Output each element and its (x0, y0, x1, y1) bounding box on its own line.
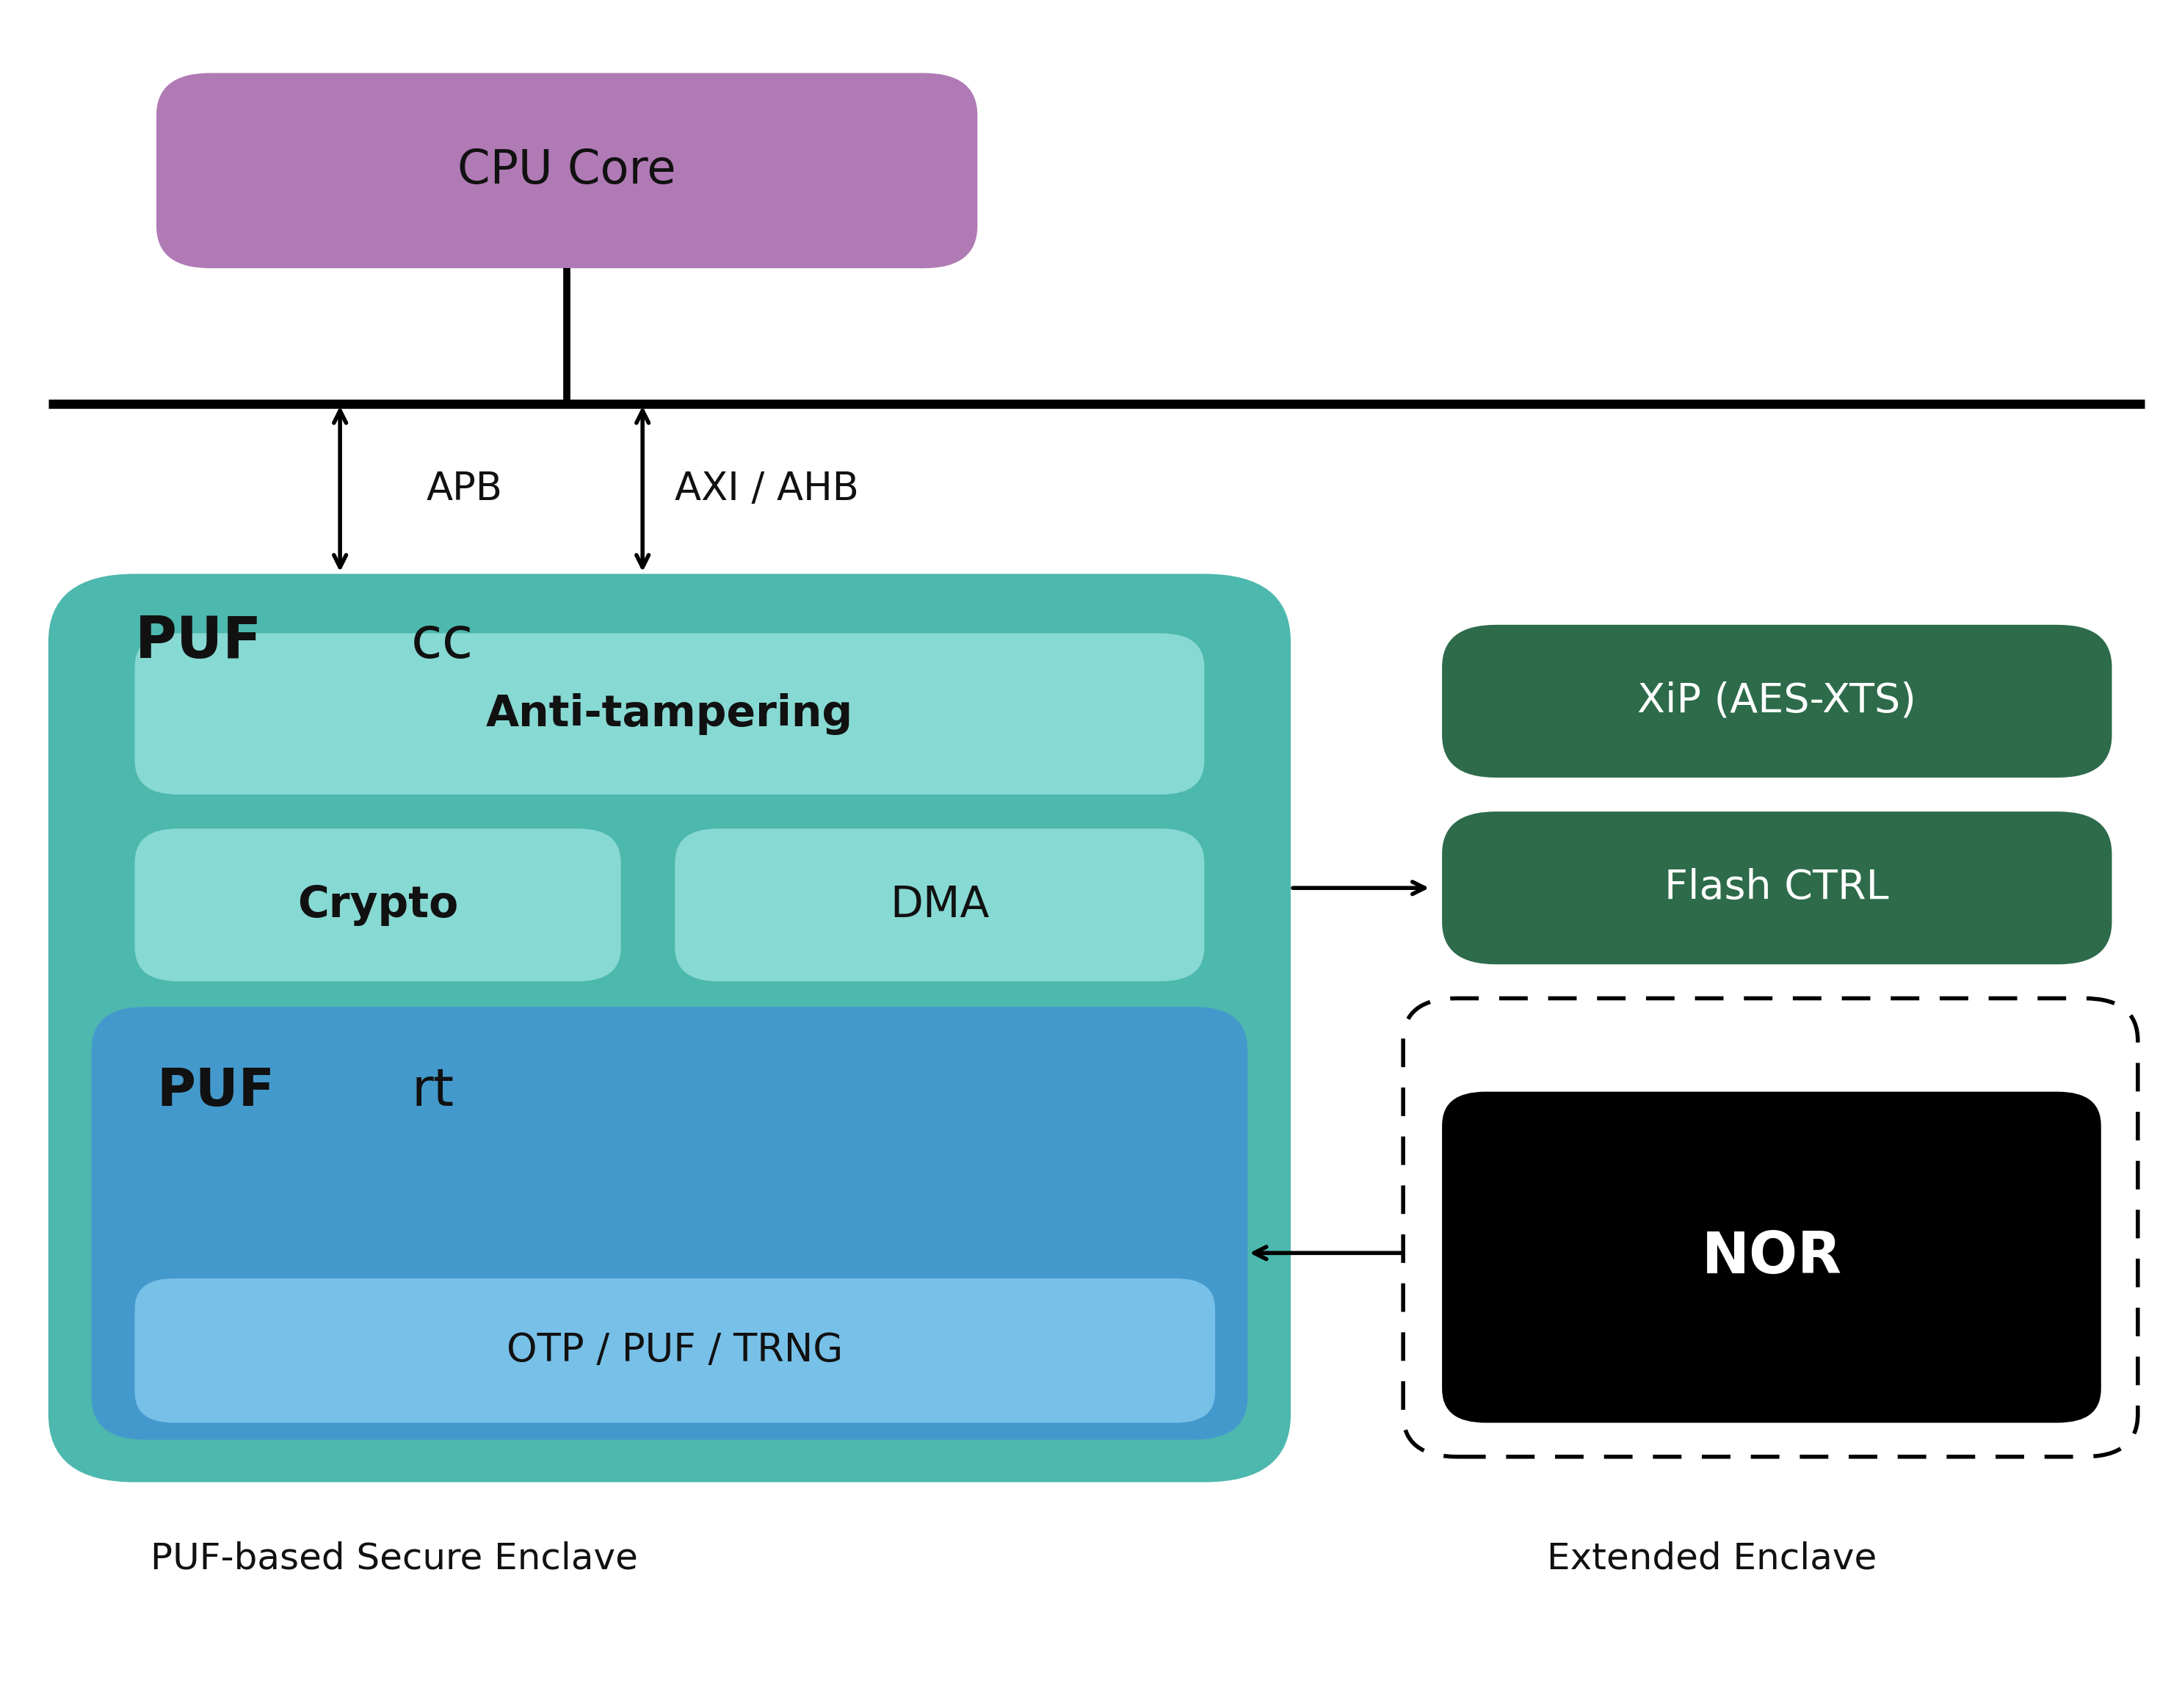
FancyBboxPatch shape (1442, 625, 2112, 777)
FancyBboxPatch shape (135, 828, 621, 982)
FancyBboxPatch shape (91, 1006, 1248, 1440)
FancyBboxPatch shape (1442, 811, 2112, 965)
Text: CPU Core: CPU Core (458, 149, 675, 193)
Text: OTP / PUF / TRNG: OTP / PUF / TRNG (506, 1332, 842, 1370)
FancyBboxPatch shape (675, 828, 1205, 982)
Text: AXI / AHB: AXI / AHB (675, 470, 860, 507)
Text: XiP (AES-XTS): XiP (AES-XTS) (1637, 681, 1917, 721)
Text: Flash CTRL: Flash CTRL (1665, 868, 1889, 907)
Text: APB: APB (426, 470, 504, 507)
Text: cc: cc (410, 613, 473, 670)
Text: rt: rt (410, 1066, 454, 1117)
Text: Anti-tampering: Anti-tampering (486, 693, 853, 734)
Text: PUF: PUF (135, 613, 263, 670)
FancyBboxPatch shape (48, 574, 1292, 1483)
Text: PUF: PUF (156, 1066, 274, 1117)
Text: Crypto: Crypto (297, 885, 458, 926)
FancyBboxPatch shape (135, 1279, 1216, 1423)
FancyBboxPatch shape (156, 73, 977, 268)
Text: DMA: DMA (890, 885, 990, 926)
Text: PUF-based Secure Enclave: PUF-based Secure Enclave (150, 1541, 638, 1576)
Text: NOR: NOR (1702, 1230, 1841, 1284)
FancyBboxPatch shape (135, 634, 1205, 794)
Text: Extended Enclave: Extended Enclave (1548, 1541, 1878, 1576)
FancyBboxPatch shape (1442, 1091, 2102, 1423)
